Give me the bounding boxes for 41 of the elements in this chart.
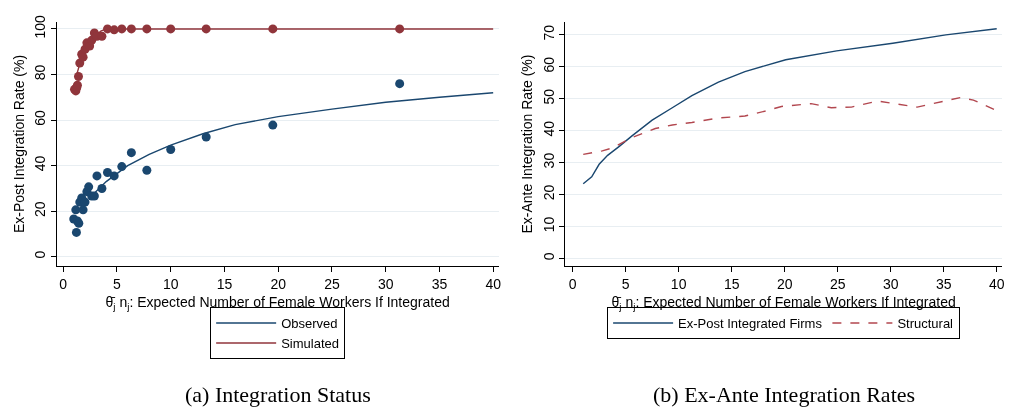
x-tick-label: 25: [829, 275, 846, 292]
x-tick-label: 0: [59, 275, 68, 292]
x-tick-label: 10: [162, 275, 179, 292]
x-tick-label: 5: [113, 275, 122, 292]
y-tick-label: 80: [32, 64, 49, 81]
legend-label: Structural: [897, 316, 954, 332]
x-tick-label: 10: [670, 275, 687, 292]
y-tick-label: 100: [32, 14, 49, 39]
y-tick-label: 50: [540, 88, 557, 105]
y-tick-label: 20: [540, 184, 557, 201]
x-tick-label: 40: [988, 275, 1005, 292]
x-tick-label: 30: [377, 275, 394, 292]
x-tick-label: 20: [270, 275, 287, 292]
y-tick-label: 20: [32, 201, 49, 217]
y-tick-label: 70: [540, 24, 557, 41]
x-tick-label: 35: [431, 275, 448, 292]
x-tick-label: 15: [723, 275, 740, 292]
y-tick-label: 30: [540, 152, 557, 169]
y-axis-title: Ex-Ante Integration Rate (%): [519, 54, 536, 234]
x-tick-label: 30: [882, 275, 899, 292]
y-tick-label: 60: [32, 109, 49, 126]
x-tick-label: 15: [216, 275, 233, 292]
legend-label: Observed: [281, 316, 338, 332]
x-tick-label: 0: [568, 275, 577, 292]
y-tick-label: 60: [540, 56, 557, 73]
y-axis-title: Ex-Post Integration Rate (%): [10, 54, 27, 234]
x-tick-label: 35: [935, 275, 952, 292]
text: (b) Ex-Ante Integration Rates: [653, 382, 916, 407]
y-tick-label: 0: [32, 250, 49, 259]
x-axis-title: θ̄$_{j}$ n$_{j}$: Expected Number of Female Workers If Integrated: [105, 294, 450, 312]
legend-label: Simulated: [281, 336, 339, 351]
y-tick-label: 10: [540, 216, 557, 233]
x-tick-label: 40: [485, 275, 502, 292]
y-tick-label: 0: [540, 252, 557, 261]
x-tick-label: 20: [776, 275, 793, 292]
y-tick-label: 40: [32, 155, 49, 172]
y-tick-label: 40: [540, 120, 557, 137]
legend-label: Ex-Post Integrated Firms: [678, 316, 823, 332]
x-tick-label: 5: [621, 275, 630, 292]
x-tick-label: 25: [324, 275, 340, 292]
text: (a) Integration Status: [185, 382, 371, 407]
